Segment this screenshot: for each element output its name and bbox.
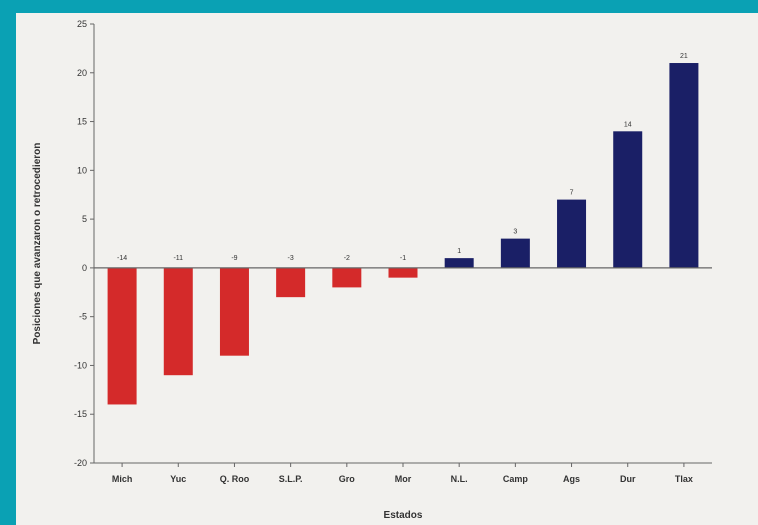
x-axis: Mich Yuc Q. Roo S.L.P. Gro Mor N.L. Camp Ags Dur T… — [94, 267, 712, 484]
y-tick-label: 20 — [77, 68, 87, 78]
bar — [613, 131, 643, 268]
x-tick-label: S.L.P. — [279, 474, 303, 484]
y-tick-label: 5 — [82, 214, 87, 224]
y-tick-label: 0 — [82, 263, 87, 273]
bar — [557, 199, 587, 268]
x-tick-label: Dur — [620, 474, 636, 484]
x-tick-label: Ags — [563, 474, 580, 484]
bar-data-label: -9 — [231, 255, 237, 262]
bar-data-label: 3 — [513, 229, 517, 236]
x-tick-label: Q. Roo — [220, 474, 250, 484]
x-tick-label: N.L. — [451, 474, 468, 484]
bar — [332, 267, 362, 288]
bar — [163, 267, 193, 376]
y-tick-label: -10 — [74, 360, 87, 370]
bar-data-label: 21 — [680, 53, 688, 60]
x-axis-title: Estados — [384, 510, 423, 521]
x-tick-label: Tlax — [675, 474, 693, 484]
bar-data-label: -1 — [400, 255, 406, 262]
bar-data-label: -11 — [173, 255, 183, 262]
y-tick-label: -20 — [74, 458, 87, 468]
chart-panel — [16, 13, 758, 525]
bar — [444, 258, 474, 268]
bar-data-label: 14 — [624, 121, 632, 128]
y-tick-label: 10 — [77, 165, 87, 175]
bar — [500, 238, 530, 268]
y-tick-label: 25 — [77, 19, 87, 29]
bar-data-label: 7 — [570, 190, 574, 197]
bar — [107, 267, 137, 405]
bar-data-label: 1 — [457, 248, 461, 255]
bar-data-label: -3 — [288, 255, 294, 262]
bar — [219, 267, 249, 356]
y-tick-label: -5 — [79, 312, 87, 322]
bar — [276, 267, 306, 298]
x-tick-label: Camp — [503, 474, 529, 484]
x-tick-label: Yuc — [170, 474, 186, 484]
bar-data-label: -14 — [117, 255, 127, 262]
bar-data-label: -2 — [344, 255, 350, 262]
bar — [669, 63, 699, 268]
y-axis: 25 20 15 10 5 0 -5 -10 -15 -20 — [74, 19, 95, 468]
x-tick-label: Mich — [112, 474, 133, 484]
y-tick-label: -15 — [74, 409, 87, 419]
x-tick-label: Gro — [339, 474, 356, 484]
x-tick-label: Mor — [395, 474, 412, 484]
y-axis-title: Posiciones que avanzaron o retrocedieron — [32, 143, 43, 345]
y-tick-label: 15 — [77, 117, 87, 127]
bar — [388, 267, 418, 278]
